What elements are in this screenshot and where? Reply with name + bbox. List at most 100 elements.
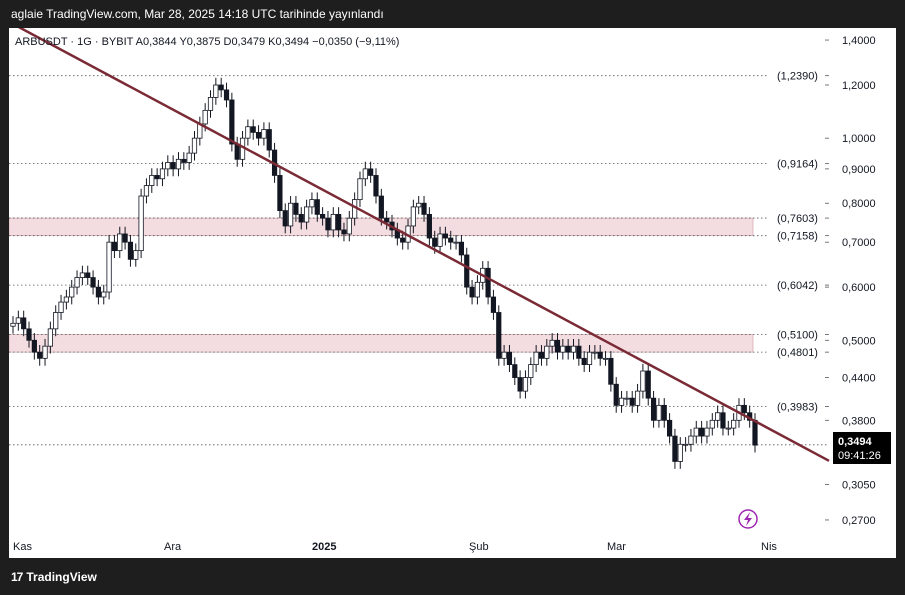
candle-up	[10, 322, 16, 327]
candle	[149, 168, 155, 193]
candle-up	[79, 272, 85, 278]
chart-panel[interactable]: (1,2390) (0,9164) (0,7603) (0,7158) (0,6042)…	[9, 28, 896, 558]
candle	[245, 119, 251, 146]
candle	[218, 77, 224, 98]
candle-up	[261, 129, 267, 139]
candle-down	[85, 272, 91, 278]
candle	[90, 270, 96, 295]
candle-down	[752, 419, 758, 446]
candle	[570, 338, 577, 360]
candle-down	[378, 195, 384, 219]
candle	[581, 351, 587, 372]
candle	[699, 420, 705, 444]
candle	[10, 316, 16, 334]
candle	[320, 207, 326, 226]
candle	[666, 413, 673, 444]
candle	[346, 210, 352, 242]
candle-up	[549, 339, 555, 347]
x-tick-label: Nis	[761, 541, 777, 553]
candle	[170, 155, 176, 177]
candle-up	[117, 233, 123, 252]
candle-down	[181, 158, 187, 163]
candle-down	[90, 277, 96, 288]
candle	[715, 405, 721, 428]
lightning-icon[interactable]	[738, 509, 758, 529]
candle	[21, 310, 27, 337]
candle	[442, 226, 448, 246]
tradingview-logo[interactable]: 17 TradingView	[11, 570, 97, 584]
candle-down	[277, 175, 283, 212]
candle-down	[341, 229, 347, 235]
price-chart[interactable]: (1,2390) (0,9164) (0,7603) (0,7158) (0,6042)…	[9, 28, 896, 558]
y-tick-label: 1,2000	[842, 80, 876, 92]
candle	[448, 230, 454, 250]
candle	[165, 155, 171, 177]
candle-down	[464, 254, 470, 288]
candle-down	[111, 241, 118, 252]
candle	[560, 338, 566, 360]
candle-up	[362, 168, 368, 180]
candle	[544, 338, 550, 366]
time-axis: Kas Ara 2025 Şub Mar Nis	[13, 541, 777, 553]
candle	[490, 289, 497, 320]
candle-up	[709, 419, 715, 429]
x-tick-label: Kas	[13, 541, 32, 553]
candle-up	[693, 427, 699, 437]
candle	[95, 279, 102, 305]
candle-up	[634, 390, 641, 406]
candle-up	[74, 277, 80, 288]
candle-up	[63, 296, 69, 303]
candle-up	[202, 109, 208, 125]
candle	[175, 152, 182, 177]
candle	[608, 351, 614, 392]
candle-down	[597, 351, 603, 359]
candle-up	[207, 97, 214, 111]
candle-up	[528, 364, 534, 378]
candle	[704, 420, 710, 444]
candle	[645, 363, 651, 406]
candle	[26, 321, 32, 348]
candle	[37, 344, 43, 366]
candle	[586, 344, 593, 372]
candle	[181, 152, 187, 170]
candle-down	[127, 241, 134, 260]
candle	[421, 196, 427, 222]
candle	[683, 437, 689, 452]
candle-up	[522, 377, 529, 392]
candle	[485, 261, 491, 305]
y-tick-label: 1,0000	[842, 133, 876, 145]
level-label: (0,3983)	[777, 402, 818, 414]
bottom-bar: 17 TradingView	[0, 558, 905, 595]
last-price-countdown: 09:41:26	[838, 450, 881, 462]
candle-down	[661, 404, 667, 421]
candle	[677, 437, 683, 469]
candle-up	[688, 435, 694, 445]
candle	[458, 234, 465, 263]
candle-down	[629, 397, 635, 406]
candle-down	[218, 84, 224, 91]
candle-up	[53, 312, 59, 330]
candle	[592, 344, 598, 360]
candle-down	[234, 143, 240, 160]
candle-up	[245, 126, 251, 139]
candle	[133, 243, 139, 267]
level-label: (0,5100)	[777, 330, 818, 342]
candle-down	[384, 217, 390, 223]
candle	[197, 116, 203, 146]
candle-up	[287, 202, 294, 227]
candle-up	[683, 443, 689, 446]
candle-down	[442, 233, 448, 239]
candle-down	[229, 99, 235, 145]
candle	[277, 168, 283, 218]
candle	[528, 357, 534, 385]
candle-down	[325, 217, 331, 231]
candle	[207, 90, 214, 118]
candle	[282, 203, 288, 234]
candle-up	[149, 175, 155, 186]
candle-down	[485, 267, 491, 298]
candle-down	[122, 233, 128, 243]
tradingview-logo-text: TradingView	[26, 570, 97, 584]
candle-up	[15, 317, 21, 324]
candle-down	[672, 435, 678, 462]
candle-up	[213, 84, 219, 98]
